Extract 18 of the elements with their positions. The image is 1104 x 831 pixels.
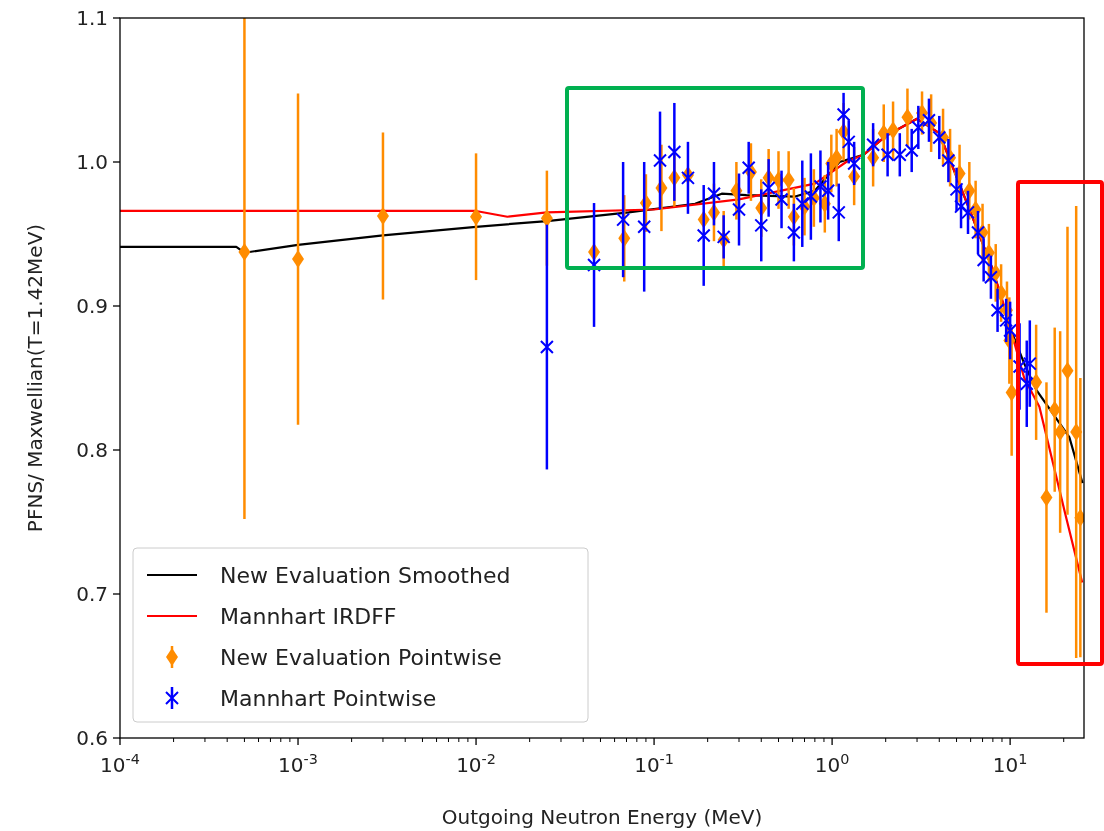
x-tick-label: 10$^{-2}$ [456,751,496,777]
legend-label: Mannhart IRDFF [220,604,397,629]
y-tick-label: 0.7 [76,582,108,606]
x-tick-label: 10$^{-3}$ [278,751,318,777]
x-axis-title: Outgoing Neutron Energy (MeV) [441,805,763,829]
x-tick-label: 10$^{-4}$ [100,751,140,777]
x-tick-label: 10$^{1}$ [992,751,1028,777]
y-tick-label: 0.9 [76,294,108,318]
y-axis-title: PFNS/ Maxwellian(T=1.42MeV) [23,223,47,533]
y-tick-label: 0.6 [76,726,108,750]
x-tick-label: 10$^{-1}$ [634,751,674,777]
x-tick-label: 10$^{0}$ [814,751,850,777]
y-tick-label: 1.0 [76,150,108,174]
legend-label: New Evaluation Pointwise [220,645,502,670]
legend-label: Mannhart Pointwise [220,686,437,711]
y-tick-label: 1.1 [76,6,108,30]
y-tick-label: 0.8 [76,438,108,462]
legend-label: New Evaluation Smoothed [220,563,511,588]
